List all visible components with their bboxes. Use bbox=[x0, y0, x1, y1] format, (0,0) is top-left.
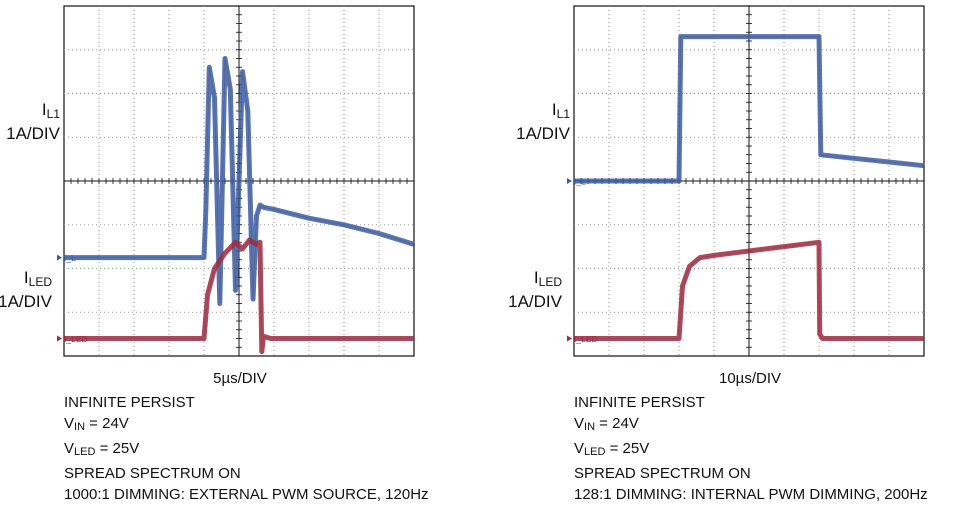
note-spread: SPREAD SPECTRUM ON bbox=[64, 465, 241, 482]
note-persist: INFINITE PERSIST bbox=[574, 394, 705, 411]
time-scale-label: 10µs/DIV bbox=[719, 370, 781, 387]
trace-led-core bbox=[574, 241, 924, 339]
scope-panel-right: IL1 1A/DIV ILED 1A/DIV I_L I_LED 10µs/DIV… bbox=[508, 0, 962, 503]
test-conditions: INFINITE PERSIST VIN = 24V VLED = 25V SP… bbox=[574, 392, 928, 505]
note-persist: INFINITE PERSIST bbox=[64, 394, 195, 411]
channel-marker-arrow bbox=[567, 178, 572, 184]
y-label-led: ILED 1A/DIV bbox=[508, 268, 562, 311]
trace-inductor-core bbox=[64, 58, 415, 304]
trace-led-core bbox=[64, 239, 414, 352]
channel-marker-label: I_LED bbox=[64, 334, 88, 344]
scope-screen: I_L I_LED bbox=[57, 5, 415, 357]
time-scale-label: 5µs/DIV bbox=[213, 370, 267, 387]
note-vled: VLED = 25V bbox=[574, 440, 650, 458]
test-conditions: INFINITE PERSIST VIN = 24V VLED = 25V SP… bbox=[64, 392, 429, 505]
note-vled: VLED = 25V bbox=[64, 440, 140, 458]
channel-marker-label: I_LED bbox=[574, 334, 598, 344]
channel-marker-arrow bbox=[567, 335, 572, 342]
channel-marker-arrow bbox=[57, 254, 62, 261]
y-label-inductor: IL1 1A/DIV bbox=[6, 100, 60, 143]
note-spread: SPREAD SPECTRUM ON bbox=[574, 465, 751, 482]
channel-marker-label: I_L bbox=[64, 253, 76, 263]
scope-panel-left: IL1 1A/DIV ILED 1A/DIV I_L I_LED 5µs/DIV … bbox=[0, 0, 481, 503]
note-dimming: 1000:1 DIMMING: EXTERNAL PWM SOURCE, 120… bbox=[64, 486, 429, 503]
channel-marker-arrow bbox=[57, 335, 62, 342]
note-dimming: 128:1 DIMMING: INTERNAL PWM DIMMING, 200… bbox=[574, 486, 928, 503]
y-label-led: ILED 1A/DIV bbox=[0, 268, 52, 311]
scope-screen: I_L I_LED bbox=[567, 5, 925, 357]
note-vin: VIN = 24V bbox=[574, 415, 639, 433]
note-vin: VIN = 24V bbox=[64, 415, 129, 433]
y-label-inductor: IL1 1A/DIV bbox=[516, 100, 570, 143]
channel-marker-label: I_L bbox=[574, 177, 586, 187]
trace-inductor-core bbox=[574, 36, 925, 182]
